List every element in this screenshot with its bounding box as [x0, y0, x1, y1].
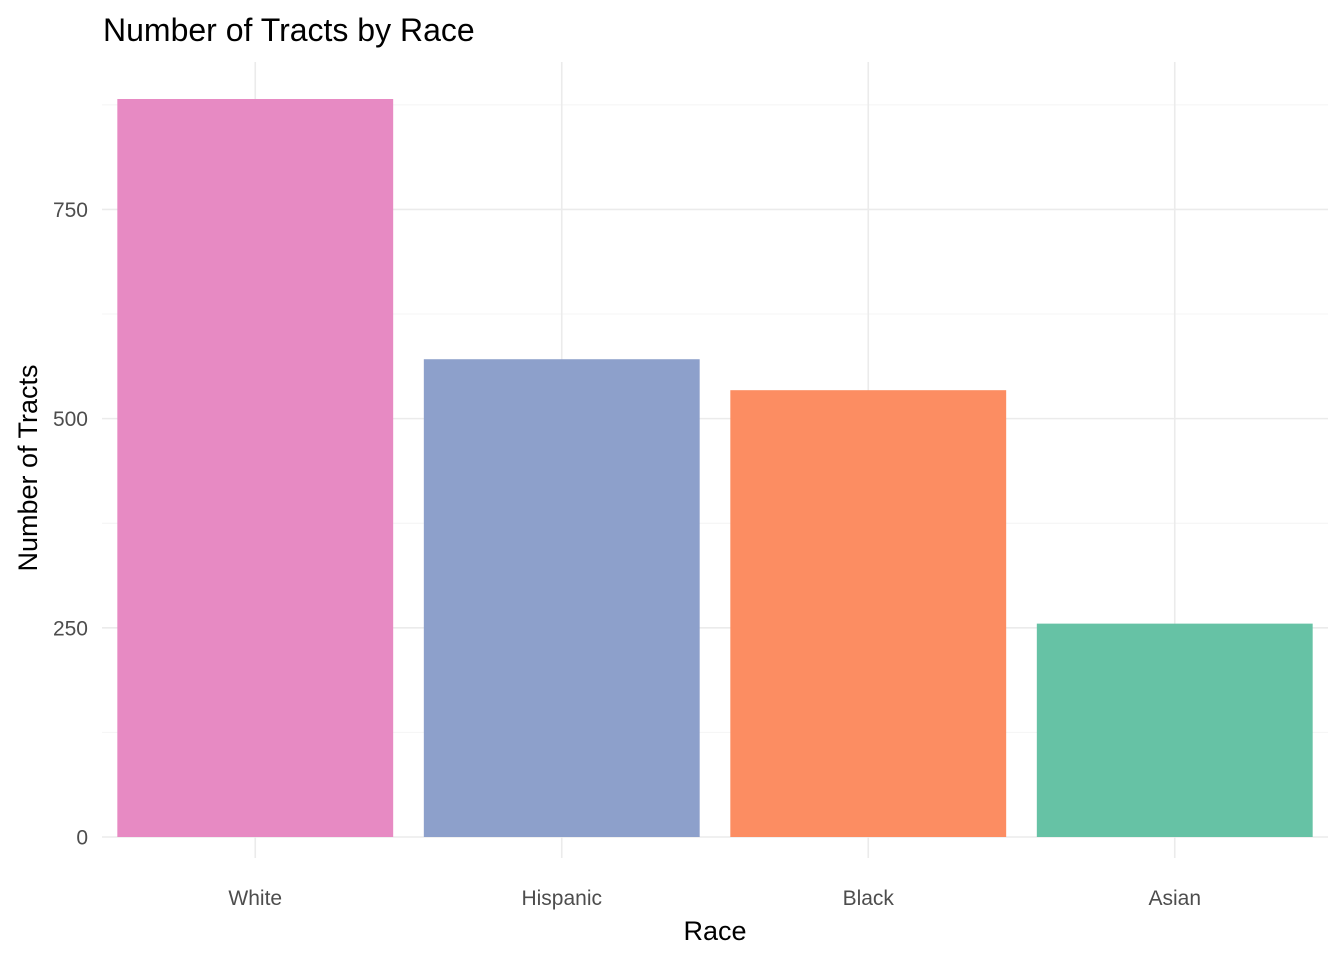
bar-white [117, 99, 394, 837]
x-tick-label-white: White [228, 887, 282, 910]
y-axis-ticks: 0 250 500 750 [53, 199, 88, 850]
x-tick-label-asian: Asian [1148, 887, 1201, 910]
y-axis-title: Number of Tracts [13, 364, 43, 571]
y-tick-label-2: 500 [53, 408, 88, 431]
y-tick-label-0: 0 [76, 827, 88, 850]
x-axis-ticks: White Hispanic Black Asian [228, 887, 1201, 910]
bars [117, 99, 1313, 837]
x-axis-title: Race [683, 916, 746, 946]
bar-hispanic [423, 359, 700, 837]
bar-asian [1036, 623, 1313, 837]
x-tick-label-black: Black [843, 887, 895, 910]
bar-black [730, 390, 1007, 837]
chart-title: Number of Tracts by Race [103, 12, 475, 48]
y-tick-label-3: 750 [53, 199, 88, 222]
x-tick-label-hispanic: Hispanic [521, 887, 602, 910]
y-tick-label-1: 250 [53, 617, 88, 640]
